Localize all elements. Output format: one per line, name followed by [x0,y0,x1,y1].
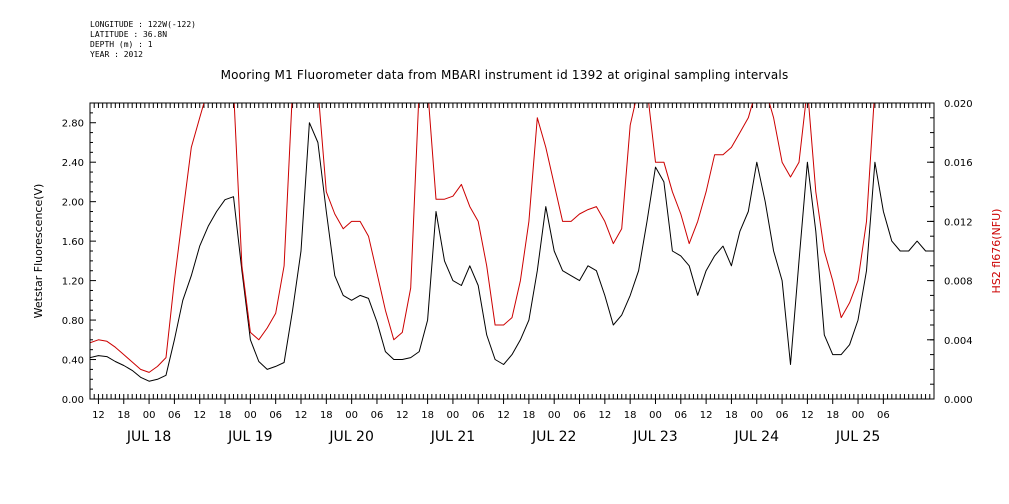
x-tick-label: 00 [750,410,763,421]
x-tick-label: 12 [700,410,713,421]
y-left-tick-label: 0.40 [62,356,84,367]
x-tick-label: 00 [447,410,460,421]
x-tick-label: 00 [143,410,156,421]
x-tick-label: 12 [92,410,105,421]
x-tick-label: 06 [269,410,282,421]
x-tick-label: 06 [877,410,890,421]
y-left-tick-label: 2.00 [62,198,84,209]
x-tick-label: 06 [168,410,181,421]
x-tick-label: 12 [801,410,814,421]
x-tick-label: 00 [345,410,358,421]
x-date-label: JUL 22 [531,429,576,445]
y-left-tick-label: 2.40 [62,158,84,169]
x-tick-label: 18 [523,410,536,421]
y-right-tick-label: 0.004 [944,336,973,347]
x-date-label: JUL 23 [632,429,677,445]
chart-title: Mooring M1 Fluorometer data from MBARI i… [220,68,789,82]
x-date-label: JUL 24 [734,429,780,445]
x-tick-label: 18 [117,410,130,421]
axes-layer: 12 18 00 06 12 18 00 06 12 18 00 06 12 18 00 06 12 18 00 06… [62,99,973,445]
y-left-tick-label: 1.20 [62,277,84,288]
longitude-text: LONGITUDE : 122W(-122) [90,20,196,29]
x-tick-label: 12 [598,410,611,421]
x-date-label: JUL 20 [328,429,373,445]
latitude-text: LATITUDE : 36.8N [90,30,168,39]
hs2-fl676-series-line [90,103,875,373]
x-tick-label: 00 [649,410,662,421]
x-tick-label: 18 [725,410,738,421]
x-tick-label: 18 [624,410,637,421]
x-tick-label: 18 [826,410,839,421]
x-tick-label: 06 [472,410,485,421]
y-axis-left-label: Wetstar Fluorescence(V) [32,184,45,319]
x-tick-label: 00 [852,410,865,421]
x-tick-label: 06 [674,410,687,421]
x-tick-label: 12 [497,410,510,421]
metadata-block: LONGITUDE : 122W(-122) LATITUDE : 36.8N DE… [90,20,196,60]
y-left-tick-label: 0.80 [62,316,84,327]
x-date-label: JUL 21 [430,429,475,445]
x-tick-label: 18 [219,410,232,421]
series-layer [90,103,934,382]
depth-text: DEPTH (m) : 1 [90,40,153,49]
wetstar-fluorescence-series-line [90,122,934,382]
y-right-tick-label: 0.000 [944,395,973,406]
y-left-tick-label: 2.80 [62,119,84,130]
y-right-tick-label: 0.008 [944,277,973,288]
x-tick-label: 00 [244,410,257,421]
x-tick-label: 06 [573,410,586,421]
x-tick-label: 12 [396,410,409,421]
plot-frame [89,102,935,400]
x-tick-label: 06 [776,410,789,421]
year-text: YEAR : 2012 [90,50,143,59]
x-tick-label: 12 [295,410,308,421]
x-tick-label: 18 [421,410,434,421]
y-left-tick-label: 1.60 [62,237,84,248]
y-right-tick-label: 0.020 [944,99,973,110]
x-tick-label: 06 [371,410,384,421]
y-left-tick-label: 0.00 [62,395,84,406]
x-date-label: JUL 18 [126,429,171,445]
y-right-tick-label: 0.012 [944,217,973,228]
x-date-label: JUL 25 [835,429,880,445]
x-tick-label: 12 [193,410,206,421]
y-right-tick-label: 0.016 [944,158,973,169]
x-tick-label: 00 [548,410,561,421]
x-tick-label: 18 [320,410,333,421]
y-axis-right-label: HS2 fl676(NFU) [990,209,1003,294]
x-date-label: JUL 19 [227,429,272,445]
